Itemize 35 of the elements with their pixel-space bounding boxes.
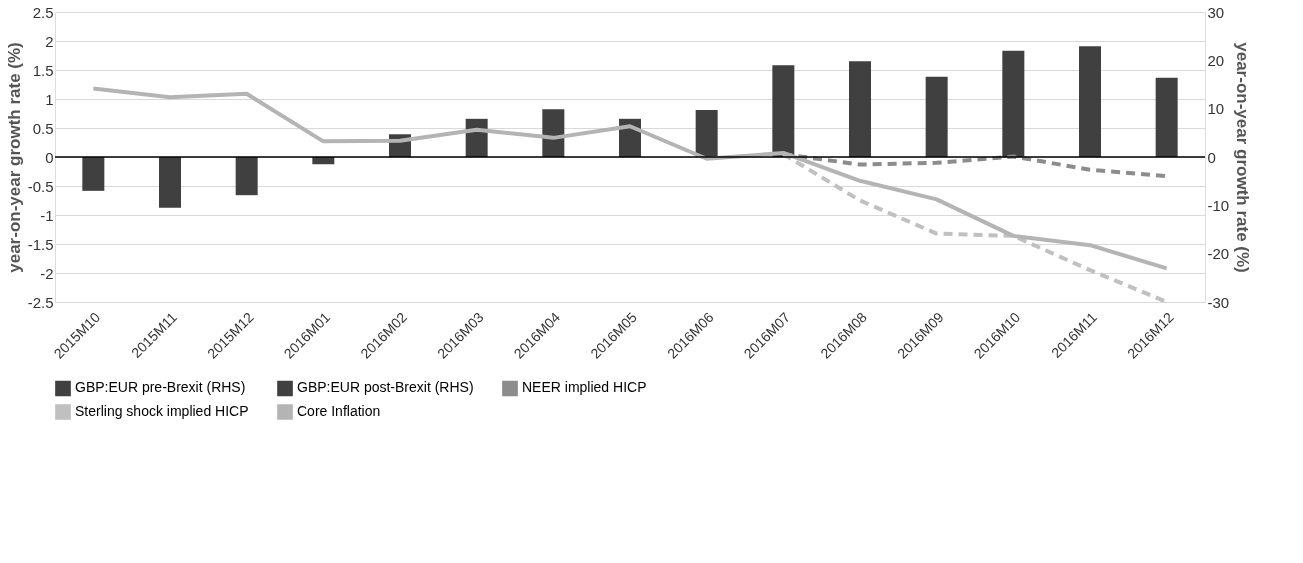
y2-axis-title: year-on-year growth rate (%) xyxy=(1233,42,1253,273)
y-tick-label: -2 xyxy=(40,264,54,282)
y-tick-label: 1 xyxy=(45,90,54,108)
y-tick-label: 1.5 xyxy=(32,61,54,79)
legend-label: GBP:EUR post-Brexit (RHS) xyxy=(297,379,474,396)
bar xyxy=(1002,50,1025,157)
y-tick-label: 0.5 xyxy=(32,119,54,137)
legend-label: NEER implied HICP xyxy=(522,379,647,396)
bar xyxy=(1079,46,1101,157)
y-tick-label: 0 xyxy=(45,148,54,166)
bar xyxy=(235,157,258,196)
y-tick-label: 2.5 xyxy=(32,3,54,21)
y-tick-label: -0.5 xyxy=(27,177,54,195)
bar xyxy=(1155,77,1178,157)
y2-tick-label: 10 xyxy=(1207,100,1225,118)
y2-tick-label: 30 xyxy=(1207,3,1225,21)
bar xyxy=(925,76,948,157)
y2-tick-label: 20 xyxy=(1207,51,1225,69)
legend-label: Sterling shock implied HICP xyxy=(75,403,249,419)
y-tick-label: 2 xyxy=(45,32,54,50)
y-tick-label: -1 xyxy=(40,206,54,224)
bar xyxy=(849,61,871,157)
legend-label: GBP:EUR pre-Brexit (RHS) xyxy=(75,379,246,396)
bar xyxy=(772,65,795,157)
y2-tick-label: 0 xyxy=(1207,148,1216,166)
bar xyxy=(159,157,181,208)
y2-tick-label: -20 xyxy=(1207,245,1230,263)
bar xyxy=(82,157,105,191)
y-tick-label: -1.5 xyxy=(27,235,54,253)
y-axis-title: year-on-year growth rate (%) xyxy=(4,42,24,273)
y2-tick-label: -10 xyxy=(1207,196,1230,214)
y-tick-label: -2.5 xyxy=(27,293,54,311)
legend-label: Core Inflation xyxy=(297,403,381,419)
y2-tick-label: -30 xyxy=(1207,293,1230,311)
bar xyxy=(695,110,718,157)
